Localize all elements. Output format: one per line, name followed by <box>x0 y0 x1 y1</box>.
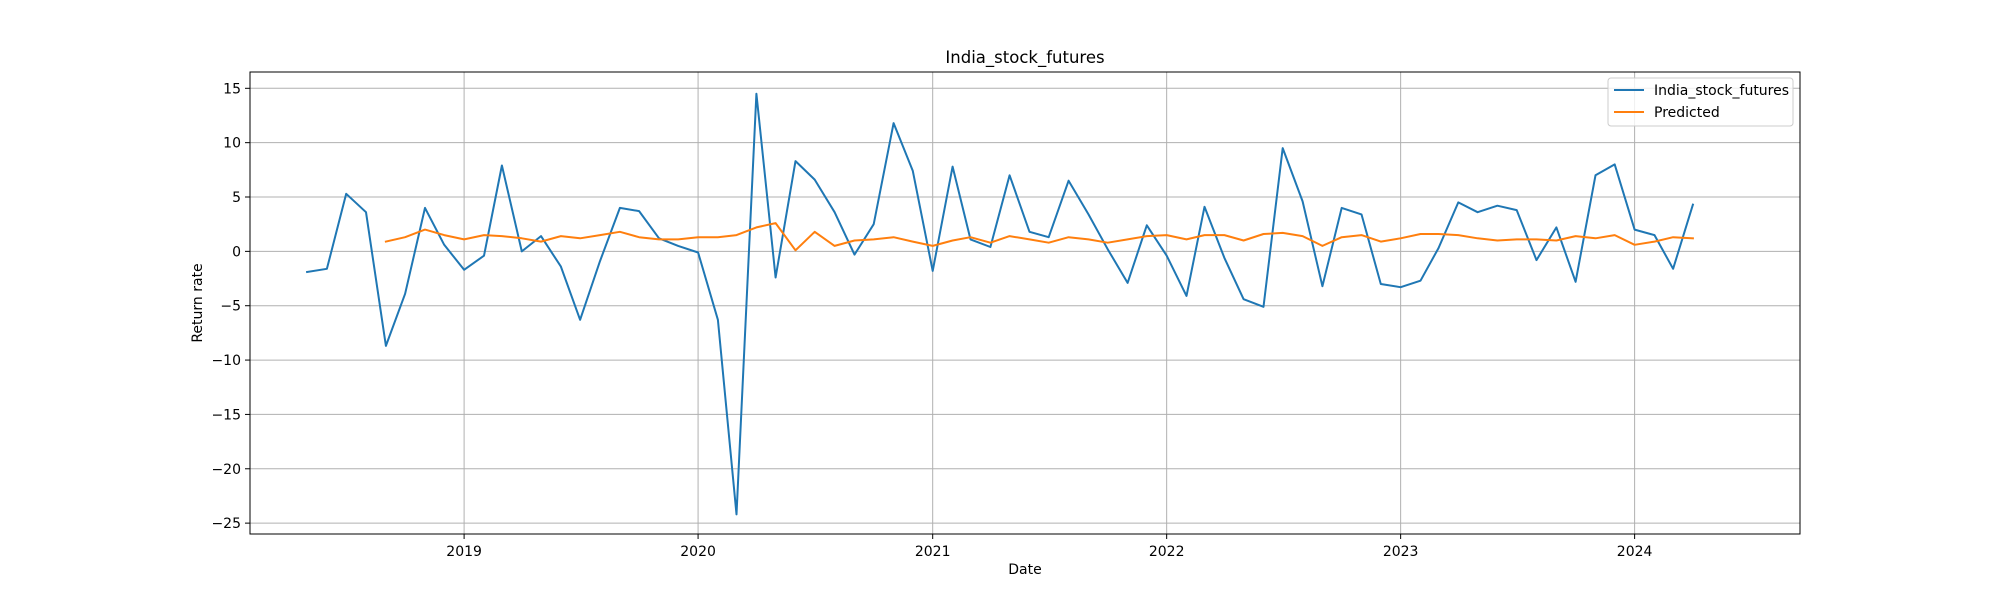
legend: India_stock_futures Predicted <box>1607 77 1794 127</box>
y-tick-label: −25 <box>211 516 241 532</box>
legend-box <box>1607 77 1794 127</box>
x-tick-label: 2024 <box>1617 544 1653 560</box>
y-tick-label: 5 <box>232 190 241 206</box>
y-tick-label: 10 <box>223 136 241 152</box>
x-tick-label: 2022 <box>1149 544 1185 560</box>
legend-label-predicted: Predicted <box>1654 105 1720 121</box>
chart-title: India_stock_futures <box>945 48 1104 68</box>
plot-area <box>250 72 1800 534</box>
legend-label-india-stock-futures: India_stock_futures <box>1654 83 1789 99</box>
x-tick-label: 2023 <box>1383 544 1419 560</box>
y-tick-label: 0 <box>232 244 241 260</box>
plot-frame <box>249 71 1801 535</box>
series-line-predicted <box>384 222 1694 252</box>
y-tick-label: −15 <box>211 407 241 423</box>
x-tick-label: 2021 <box>915 544 951 560</box>
y-axis-title: Return rate <box>190 263 206 342</box>
x-axis-title: Date <box>1008 562 1041 578</box>
series-line-india-stock-futures <box>305 92 1695 516</box>
x-tick-label: 2019 <box>446 544 482 560</box>
y-tick-label: 15 <box>223 81 241 97</box>
y-tick-label: −20 <box>211 462 241 478</box>
y-tick-label: −10 <box>211 353 241 369</box>
x-tick-label: 2020 <box>680 544 716 560</box>
series-layer <box>305 92 1695 516</box>
ticks: 2019 2020 2021 2022 2023 2024 15 10 5 0 −5 −10 −15 −2… <box>211 81 1652 560</box>
y-tick-label: −5 <box>220 299 241 315</box>
